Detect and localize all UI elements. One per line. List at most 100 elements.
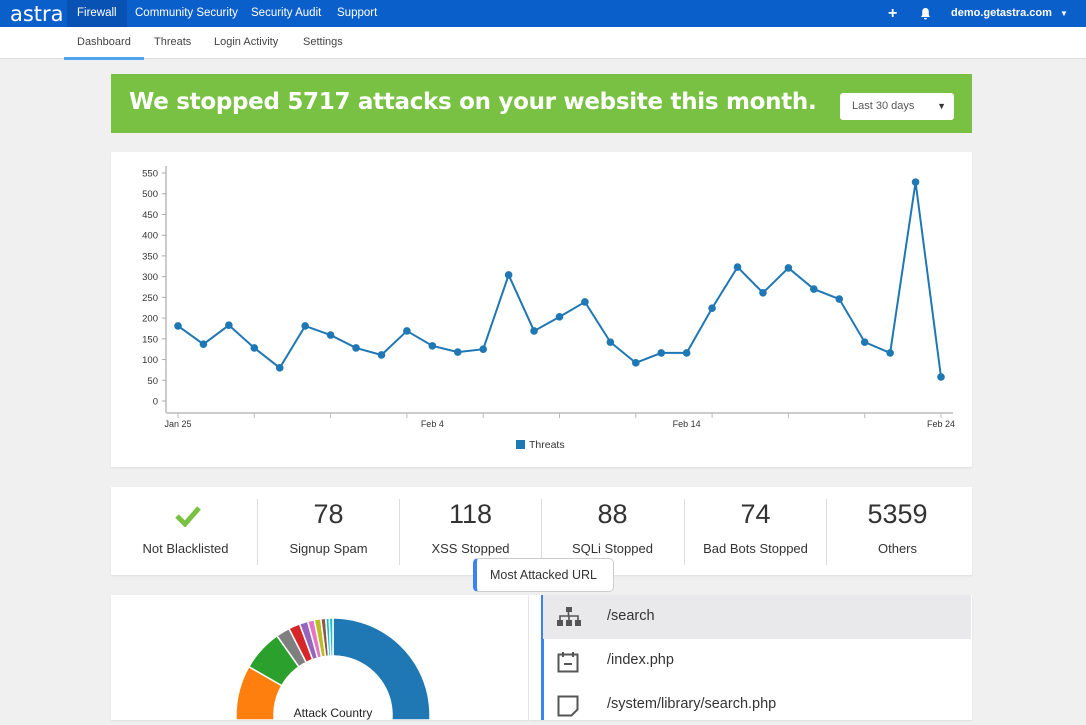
threats-line-chart: 0 50 100 150 200 250 300 350 400 450 500 550 Jan 25 F… [142, 166, 955, 451]
data-point [199, 340, 208, 349]
stat-label: Bad Bots Stopped [703, 541, 808, 556]
nav-security-audit[interactable]: Security Audit [251, 7, 322, 19]
data-point [275, 364, 284, 372]
data-point [860, 338, 869, 346]
tab-dashboard[interactable]: Dashboard [64, 27, 144, 60]
data-point [810, 285, 818, 293]
data-point [301, 322, 309, 330]
nav-firewall[interactable]: Firewall [67, 0, 127, 27]
stat-xss: 118 XSS Stopped [399, 487, 542, 575]
stat-label: Signup Spam [289, 541, 368, 556]
stat-value: 74 [740, 499, 771, 529]
data-point [504, 271, 513, 279]
legend-label: Threats [529, 439, 565, 451]
data-point [250, 344, 259, 352]
nav-support[interactable]: Support [337, 7, 378, 19]
stat-bad-bots: 74 Bad Bots Stopped [684, 487, 827, 575]
x-tick-label: Feb 4 [421, 419, 444, 429]
url-path: /index.php [607, 652, 674, 668]
most-attacked-url-card: /search /index.php /system/library/searc… [529, 595, 972, 720]
tab-threats[interactable]: Threats [154, 36, 192, 48]
y-tick-label: 250 [142, 293, 158, 304]
date-range-select[interactable]: Last 30 days ▼ [840, 93, 954, 120]
data-point [479, 345, 488, 353]
url-row[interactable]: /search [543, 595, 971, 639]
stat-value: 118 [448, 499, 493, 529]
donut-slice [328, 617, 334, 657]
data-point [352, 344, 360, 352]
y-tick-label: 100 [142, 355, 158, 366]
note-icon [557, 695, 579, 717]
tab-settings[interactable]: Settings [303, 36, 343, 48]
bell-icon[interactable] [910, 0, 941, 27]
data-point [174, 322, 182, 330]
nav-community-security[interactable]: Community Security [135, 7, 238, 19]
site-selector[interactable]: demo.getastra.com [951, 7, 1052, 19]
most-attacked-url-tooltip: Most Attacked URL [473, 558, 614, 592]
top-navbar: astra Firewall Community Security Securi… [0, 0, 1086, 27]
x-tick-label: Feb 24 [927, 419, 955, 429]
stat-value: 5359 [867, 499, 928, 529]
y-tick-label: 350 [142, 251, 158, 262]
data-point [784, 264, 793, 272]
data-point [632, 359, 640, 367]
threats-line [177, 181, 942, 378]
plus-icon[interactable]: + [888, 5, 898, 22]
data-point [428, 342, 437, 350]
tab-login-activity[interactable]: Login Activity [214, 36, 279, 48]
threats-chart-card: 0 50 100 150 200 250 300 350 400 450 500 550 Jan 25 F… [111, 152, 972, 467]
data-point [759, 289, 767, 297]
data-point [733, 263, 742, 271]
stat-label: Not Blacklisted [142, 541, 229, 556]
data-point [555, 313, 564, 321]
x-tick-label: Feb 14 [673, 419, 701, 429]
y-tick-label: 0 [153, 397, 158, 408]
date-range-value: Last 30 days [852, 100, 915, 112]
stat-label: SQLi Stopped [572, 541, 653, 556]
stat-value: 88 [597, 499, 628, 529]
attacks-banner: We stopped 5717 attacks on your website … [111, 74, 972, 133]
y-tick-label: 150 [142, 334, 158, 345]
banner-headline: We stopped 5717 attacks on your website … [129, 89, 817, 115]
data-point [225, 321, 233, 329]
donut-slice [332, 617, 431, 721]
y-tick-label: 500 [142, 189, 158, 200]
x-tick-label: Jan 25 [164, 419, 191, 429]
attack-country-donut [235, 617, 431, 721]
y-tick-label: 200 [142, 314, 158, 325]
data-point [326, 331, 335, 339]
stat-value: 78 [313, 499, 344, 529]
caret-down-icon[interactable]: ▼ [1060, 9, 1068, 18]
url-path: /system/library/search.php [607, 696, 777, 712]
y-tick-label: 50 [147, 376, 158, 387]
data-point [911, 178, 920, 186]
stat-label: Others [877, 541, 917, 556]
data-point [886, 349, 894, 357]
data-point [453, 348, 462, 356]
donut-title: Attack Country [293, 706, 373, 720]
data-point [377, 351, 386, 359]
url-path: /search [607, 608, 655, 624]
y-tick-label: 550 [142, 169, 158, 180]
sitemap-icon [557, 607, 581, 626]
data-point [606, 338, 615, 346]
caret-down-icon: ▼ [937, 101, 946, 111]
attack-country-card: Attack Country [111, 595, 528, 721]
y-tick-label: 450 [142, 210, 158, 221]
data-point [403, 327, 411, 335]
legend-swatch [516, 440, 525, 449]
data-point [530, 327, 538, 335]
data-point [937, 373, 945, 381]
y-tick-label: 400 [142, 231, 158, 242]
stat-blacklist: Not Blacklisted [114, 487, 257, 575]
data-point [835, 295, 844, 303]
url-row[interactable]: /system/library/search.php [543, 683, 971, 720]
stat-others: 5359 Others [826, 487, 969, 575]
url-row[interactable]: /index.php [543, 639, 971, 683]
astra-logo[interactable]: astra [10, 2, 64, 26]
data-point [657, 349, 666, 357]
sub-navbar: Dashboard Threats Login Activity Setting… [0, 27, 1086, 60]
data-point [708, 304, 716, 312]
stat-label: XSS Stopped [431, 541, 510, 556]
stat-sqli: 88 SQLi Stopped [541, 487, 684, 575]
